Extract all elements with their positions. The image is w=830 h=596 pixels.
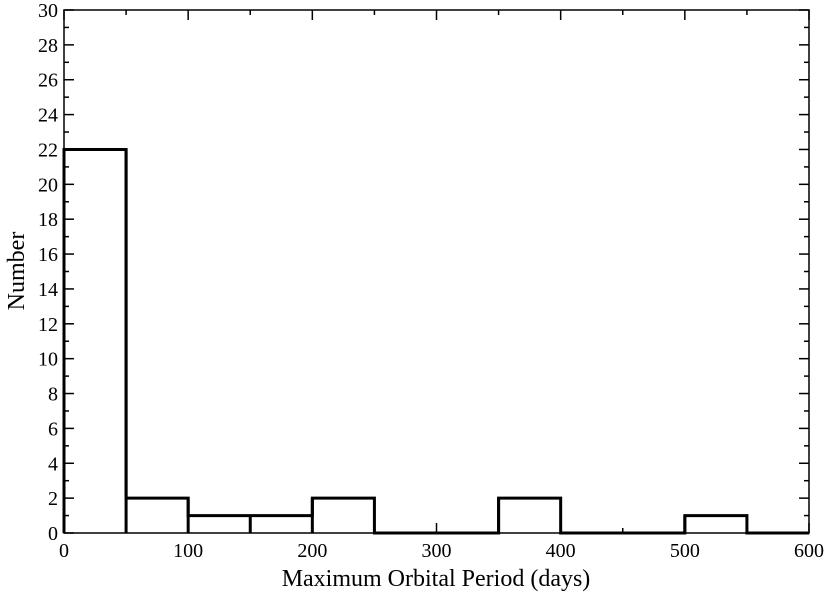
x-tick-label: 400 — [546, 540, 576, 562]
histogram-bar — [126, 498, 188, 533]
histogram-bar — [685, 516, 747, 533]
y-tick-label: 10 — [38, 349, 58, 371]
y-tick-label: 24 — [38, 105, 58, 127]
y-tick-label: 8 — [48, 384, 58, 406]
axis-ticks — [63, 9, 810, 534]
y-tick-label: 28 — [38, 35, 58, 57]
y-tick-label: 12 — [38, 314, 58, 336]
y-tick-label: 14 — [38, 279, 58, 301]
y-tick-label: 22 — [38, 139, 58, 161]
y-tick-label: 6 — [48, 418, 58, 440]
histogram-bar — [499, 498, 561, 533]
histogram-outline — [62, 147, 809, 535]
x-tick-label: 100 — [173, 540, 203, 562]
y-tick-label: 18 — [38, 209, 58, 231]
y-tick-label: 2 — [48, 488, 58, 510]
x-tick-label: 600 — [794, 540, 824, 562]
tick-labels: 0 100 200 300 400 500 600024681012141618202224… — [38, 0, 824, 562]
x-axis-label: Maximum Orbital Period (days) — [282, 566, 591, 592]
y-tick-label: 26 — [38, 70, 58, 92]
y-tick-label: 16 — [38, 244, 58, 266]
x-tick-label: 300 — [422, 540, 452, 562]
histogram-bar — [188, 516, 250, 533]
y-axis-label: Number — [4, 232, 30, 311]
histogram-bar — [312, 498, 374, 533]
y-tick-label: 20 — [38, 174, 58, 196]
plot-frame — [63, 9, 810, 534]
x-tick-label: 500 — [670, 540, 700, 562]
y-tick-label: 4 — [48, 453, 58, 475]
x-tick-label: 200 — [297, 540, 327, 562]
y-tick-label: 30 — [38, 0, 58, 22]
y-tick-label: 0 — [48, 523, 58, 545]
histogram-bar — [64, 149, 126, 533]
x-tick-label: 0 — [59, 540, 69, 562]
histogram-bar — [250, 516, 312, 533]
